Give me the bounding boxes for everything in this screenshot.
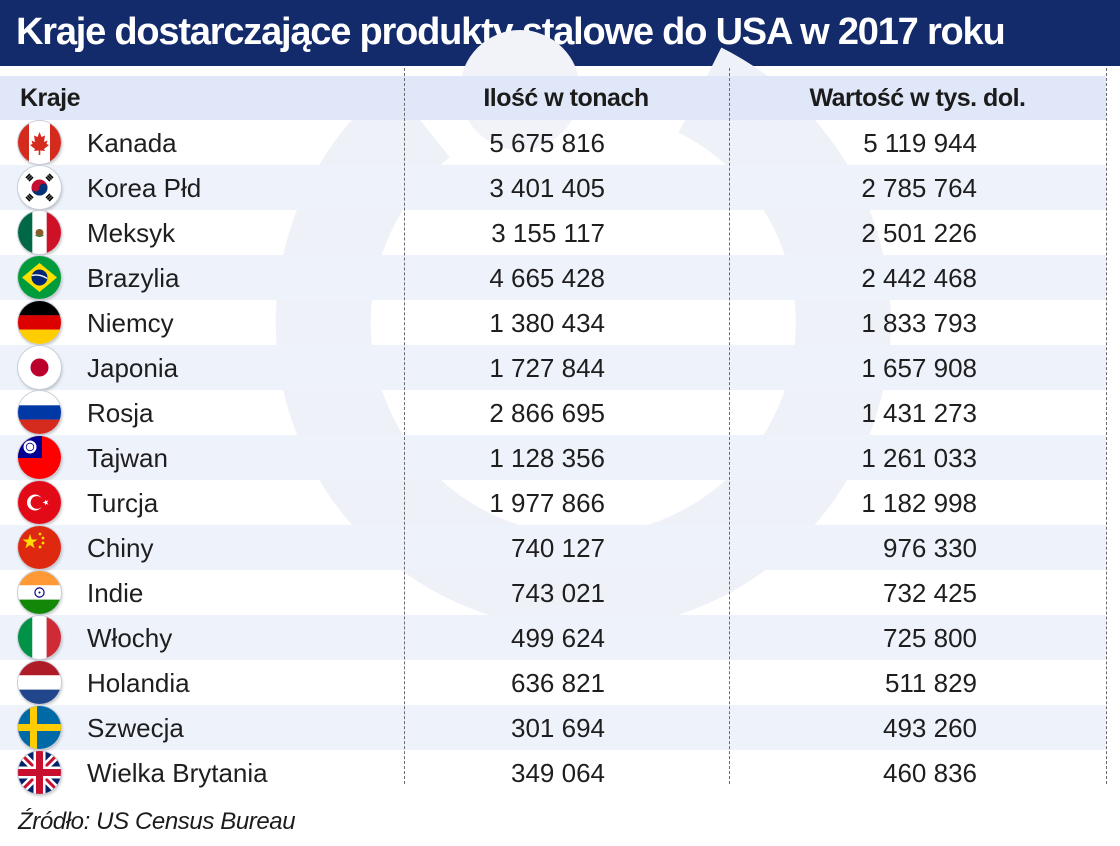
table-body: Kanada 5 675 816 5 119 944 Korea Płd 3 401 4… [0,120,1106,795]
quantity-value: 1 128 356 [489,443,605,473]
quantity-value: 743 021 [511,578,605,608]
russia-flag-icon [18,391,61,434]
table-row: Brazylia 4 665 428 2 442 468 [0,255,1106,300]
turkey-flag-icon [18,481,61,524]
value-usd: 2 501 226 [861,218,977,248]
brazil-flag-icon [18,256,61,299]
netherlands-flag-icon [18,661,61,704]
value-usd: 460 836 [883,758,977,788]
quantity-value: 4 665 428 [489,263,605,293]
country-name: Niemcy [87,308,174,338]
table-row: Japonia 1 727 844 1 657 908 [0,345,1106,390]
value-usd: 1 657 908 [861,353,977,383]
country-name: Wielka Brytania [87,758,268,788]
germany-flag-icon [18,301,61,344]
value-usd: 725 800 [883,623,977,653]
india-flag-icon [18,571,61,614]
column-header-value: Wartość w tys. dol. [809,84,1026,112]
uk-flag-icon [18,751,61,794]
table-row: Włochy 499 624 725 800 [0,615,1106,660]
quantity-value: 5 675 816 [489,128,605,158]
chart-title: Kraje dostarczające produkty stalowe do … [16,11,1006,53]
country-name: Szwecja [87,713,184,743]
country-name: Indie [87,578,144,608]
value-usd: 493 260 [883,713,977,743]
value-usd: 1 261 033 [861,443,977,473]
table-row: Tajwan 1 128 356 1 261 033 [0,435,1106,480]
country-name: Japonia [87,353,179,383]
quantity-value: 1 977 866 [489,488,605,518]
quantity-value: 3 155 117 [491,218,605,248]
mexico-flag-icon [18,211,61,254]
country-name: Holandia [87,668,190,698]
italy-flag-icon [18,616,61,659]
quantity-value: 499 624 [511,623,605,653]
column-header-quantity: Ilość w tonach [483,84,649,112]
taiwan-flag-icon [18,436,61,479]
quantity-value: 1 727 844 [489,353,605,383]
table-row: Szwecja 301 694 493 260 [0,705,1106,750]
japan-flag-icon [18,346,61,389]
china-flag-icon [18,526,61,569]
quantity-value: 3 401 405 [489,173,605,203]
value-usd: 2 785 764 [861,173,977,203]
source-note: Źródło: US Census Bureau [18,808,296,835]
quantity-value: 1 380 434 [489,308,605,338]
column-divider-3 [1106,68,1107,784]
country-name: Brazylia [87,263,180,293]
table-row: Holandia 636 821 511 829 [0,660,1106,705]
table-row: Kanada 5 675 816 5 119 944 [0,120,1106,165]
value-usd: 1 431 273 [861,398,977,428]
column-divider-2 [729,68,730,784]
column-divider-1 [404,68,405,784]
country-name: Rosja [87,398,154,428]
table-header-row: Kraje Ilość w tonach Wartość w tys. dol. [0,76,1106,120]
country-name: Turcja [87,488,159,518]
table-row: Turcja 1 977 866 1 182 998 [0,480,1106,525]
south-korea-flag-icon [18,166,61,209]
country-name: Meksyk [87,218,176,248]
value-usd: 5 119 944 [863,128,977,158]
quantity-value: 740 127 [511,533,605,563]
column-header-country: Kraje [20,84,81,112]
country-name: Korea Płd [87,173,202,203]
value-usd: 732 425 [883,578,977,608]
country-name: Włochy [87,623,173,653]
table-row: Niemcy 1 380 434 1 833 793 [0,300,1106,345]
country-name: Chiny [87,533,154,563]
value-usd: 1 182 998 [861,488,977,518]
table-row: Korea Płd 3 401 405 2 785 764 [0,165,1106,210]
table-row: Wielka Brytania 349 064 460 836 [0,750,1106,795]
value-usd: 2 442 468 [861,263,977,293]
value-usd: 976 330 [883,533,977,563]
canada-flag-icon [18,121,61,164]
table-row: Rosja 2 866 695 1 431 273 [0,390,1106,435]
table-row: Indie 743 021 732 425 [0,570,1106,615]
sweden-flag-icon [18,706,61,749]
value-usd: 1 833 793 [861,308,977,338]
title-bar: Kraje dostarczające produkty stalowe do … [0,0,1120,66]
quantity-value: 2 866 695 [489,398,605,428]
table-row: Chiny 740 127 976 330 [0,525,1106,570]
value-usd: 511 829 [884,668,977,698]
quantity-value: 636 821 [511,668,605,698]
country-name: Kanada [87,128,177,158]
table-row: Meksyk 3 155 117 2 501 226 [0,210,1106,255]
country-name: Tajwan [87,443,168,473]
quantity-value: 301 694 [511,713,605,743]
quantity-value: 349 064 [511,758,605,788]
